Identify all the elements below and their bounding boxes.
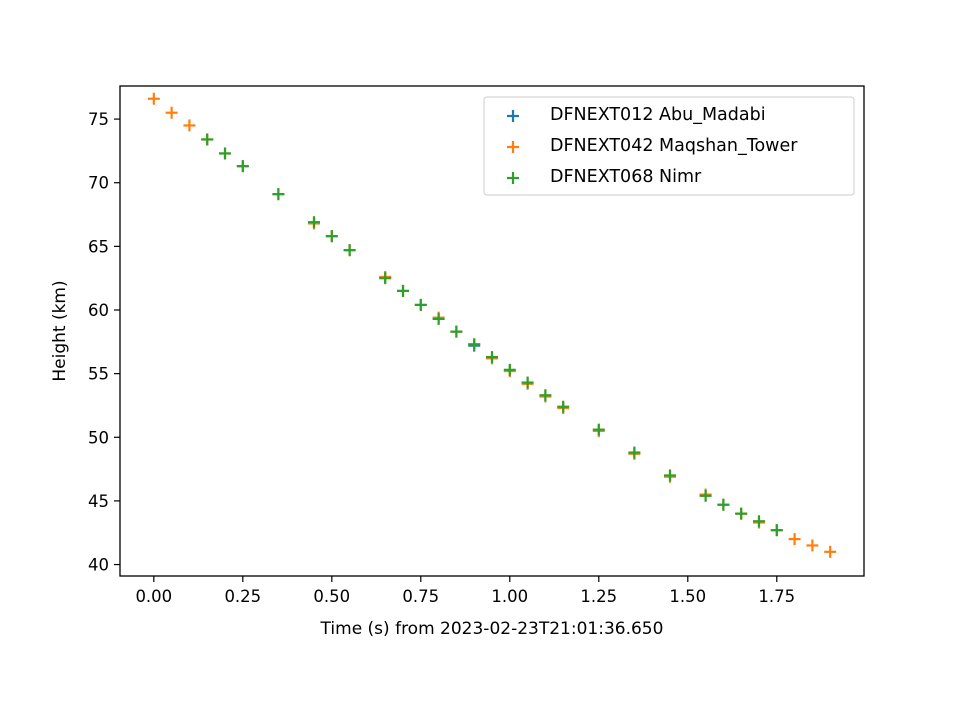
data-point [628, 446, 641, 459]
data-point [165, 106, 178, 119]
x-tick-label: 0.75 [402, 587, 439, 606]
legend-box [483, 96, 855, 196]
x-axis-ticks: 0.00 0.25 0.50 0.75 1.00 1.25 1.50 1.75 [135, 576, 795, 606]
data-point [201, 133, 214, 146]
data-point [699, 489, 712, 502]
data-point [183, 119, 196, 132]
data-point [735, 507, 748, 520]
legend-item: DFNEXT068 Nimr [507, 167, 702, 187]
legend-item: DFNEXT042 Maqshan_Tower [507, 136, 798, 156]
plot-frame [119, 85, 865, 577]
data-point [343, 244, 356, 257]
x-axis-label: Time (s) from 2023-02-23T21:01:36.650 [320, 619, 664, 639]
data-point [432, 312, 445, 325]
data-point [717, 498, 730, 511]
y-axis-label: Height (km) [50, 280, 70, 381]
data-point [521, 376, 534, 389]
data-point [486, 351, 498, 364]
data-point [236, 160, 249, 173]
data-point [468, 338, 481, 351]
data-point [450, 325, 463, 338]
y-tick-label: 60 [88, 301, 109, 320]
legend-label: DFNEXT042 Maqshan_Tower [550, 136, 798, 156]
legend-item: DFNEXT012 Abu_Madabi [507, 105, 766, 125]
legend: DFNEXT012 Abu_Madabi DFNEXT042 Maqshan_To… [483, 96, 855, 196]
data-points [147, 92, 837, 558]
data-point [788, 533, 801, 546]
data-point [824, 545, 837, 558]
data-point [379, 272, 392, 285]
x-tick-label: 1.50 [669, 587, 706, 606]
data-point [557, 400, 570, 413]
x-tick-label: 1.25 [580, 587, 617, 606]
series-3 [201, 133, 783, 537]
data-point [272, 188, 285, 201]
data-point [325, 230, 338, 243]
x-tick-label: 1.00 [491, 587, 528, 606]
data-point [592, 423, 605, 436]
y-tick-label: 75 [88, 110, 109, 129]
data-point [806, 539, 819, 552]
data-point [308, 216, 321, 229]
data-point [397, 284, 410, 297]
y-tick-label: 70 [88, 174, 109, 193]
data-point [752, 515, 765, 528]
y-tick-label: 45 [88, 492, 109, 511]
x-tick-label: 0.50 [313, 587, 350, 606]
x-tick-label: 0.00 [135, 587, 172, 606]
data-point [414, 298, 427, 311]
data-point [503, 363, 516, 376]
y-tick-label: 40 [88, 556, 109, 575]
y-tick-label: 65 [88, 237, 109, 256]
x-tick-label: 0.25 [224, 587, 261, 606]
y-axis-ticks: 40 45 50 55 60 65 70 75 [88, 110, 120, 575]
y-tick-label: 50 [88, 428, 109, 447]
legend-marker [507, 141, 519, 153]
legend-marker [507, 110, 519, 122]
legend-label: DFNEXT068 Nimr [550, 167, 702, 187]
legend-label: DFNEXT012 Abu_Madabi [550, 105, 766, 125]
data-point [770, 524, 783, 537]
legend-marker [507, 172, 519, 184]
data-point [219, 147, 232, 160]
data-point [539, 389, 552, 402]
data-point [147, 92, 160, 105]
x-tick-label: 1.75 [758, 587, 795, 606]
data-point [663, 469, 676, 482]
y-tick-label: 55 [88, 365, 109, 384]
